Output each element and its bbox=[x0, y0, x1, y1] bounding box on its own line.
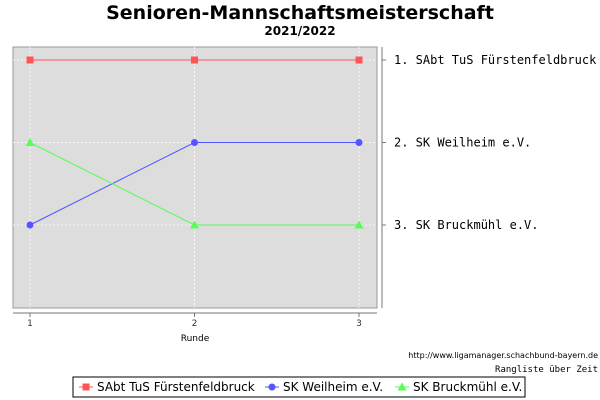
chart-subtitle: 2021/2022 bbox=[264, 24, 335, 38]
x-axis-ticks: 1 2 3 bbox=[27, 313, 362, 329]
legend: SAbt TuS Fürstenfeldbruck SK Weilheim e.V… bbox=[79, 380, 522, 394]
data-point-2-1 bbox=[190, 220, 199, 229]
chart-title: Senioren-Mannschaftsmeisterschaft bbox=[106, 2, 494, 24]
data-point-2-2 bbox=[354, 220, 364, 229]
plot-area bbox=[12, 46, 378, 309]
rank-labels: 1. SAbt TuS Fürstenfeldbruck 2. SK Weilhe… bbox=[394, 53, 597, 232]
legend-label-2: SK Bruckmühl e.V. bbox=[413, 380, 522, 394]
data-point-0-1 bbox=[191, 56, 198, 64]
series-group bbox=[25, 56, 364, 229]
data-point-2-0 bbox=[25, 138, 35, 146]
x-tick-label-0: 1 bbox=[27, 319, 33, 329]
data-point-0-0 bbox=[26, 56, 34, 64]
x-tick-label-1: 2 bbox=[192, 319, 198, 329]
rank-label-0: 1. SAbt TuS Fürstenfeldbruck bbox=[394, 53, 597, 67]
chart-caption: Rangliste über Zeit bbox=[495, 365, 598, 375]
x-axis-label: Runde bbox=[181, 334, 210, 344]
legend-label-1: SK Weilheim e.V. bbox=[283, 380, 383, 394]
data-point-1-1 bbox=[191, 139, 198, 146]
series-0 bbox=[26, 56, 363, 64]
x-tick-label-2: 3 bbox=[356, 319, 362, 329]
data-point-1-2 bbox=[355, 139, 363, 146]
series-2 bbox=[25, 138, 364, 229]
legend-label-0: SAbt TuS Fürstenfeldbruck bbox=[97, 380, 255, 394]
rank-ticks bbox=[382, 59, 386, 226]
legend-marker-2 bbox=[397, 382, 407, 391]
legend-marker-0 bbox=[82, 383, 90, 391]
rank-label-1: 2. SK Weilheim e.V. bbox=[394, 136, 531, 150]
source-url: http://www.ligamanager.schachbund-bayern… bbox=[408, 351, 598, 360]
legend-box bbox=[72, 376, 526, 398]
series-1 bbox=[26, 139, 363, 229]
rank-label-2: 3. SK Bruckmühl e.V. bbox=[394, 218, 539, 232]
data-point-0-2 bbox=[355, 56, 363, 64]
data-point-1-0 bbox=[26, 221, 34, 229]
legend-marker-1 bbox=[268, 383, 276, 391]
